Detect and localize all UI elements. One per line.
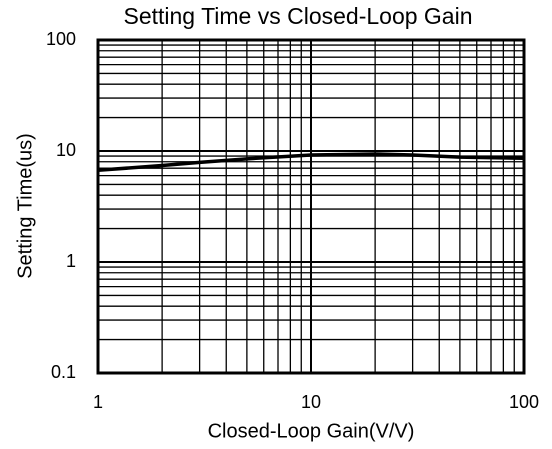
- y-tick-label: 10: [56, 140, 76, 160]
- series-line: [97, 152, 525, 173]
- x-tick-label: 100: [509, 392, 539, 412]
- chart-title: Setting Time vs Closed-Loop Gain: [123, 3, 472, 29]
- y-tick-label: 0.1: [51, 362, 76, 382]
- x-tick-label: 1: [93, 392, 103, 412]
- plot-frame: [96, 38, 526, 375]
- y-tick-label: 100: [46, 29, 76, 49]
- x-tick-label: 10: [301, 392, 321, 412]
- y-tick-label: 1: [66, 251, 76, 271]
- y-axis-label: Setting Time(us): [14, 133, 36, 279]
- x-axis-label: Closed-Loop Gain(V/V): [208, 420, 415, 442]
